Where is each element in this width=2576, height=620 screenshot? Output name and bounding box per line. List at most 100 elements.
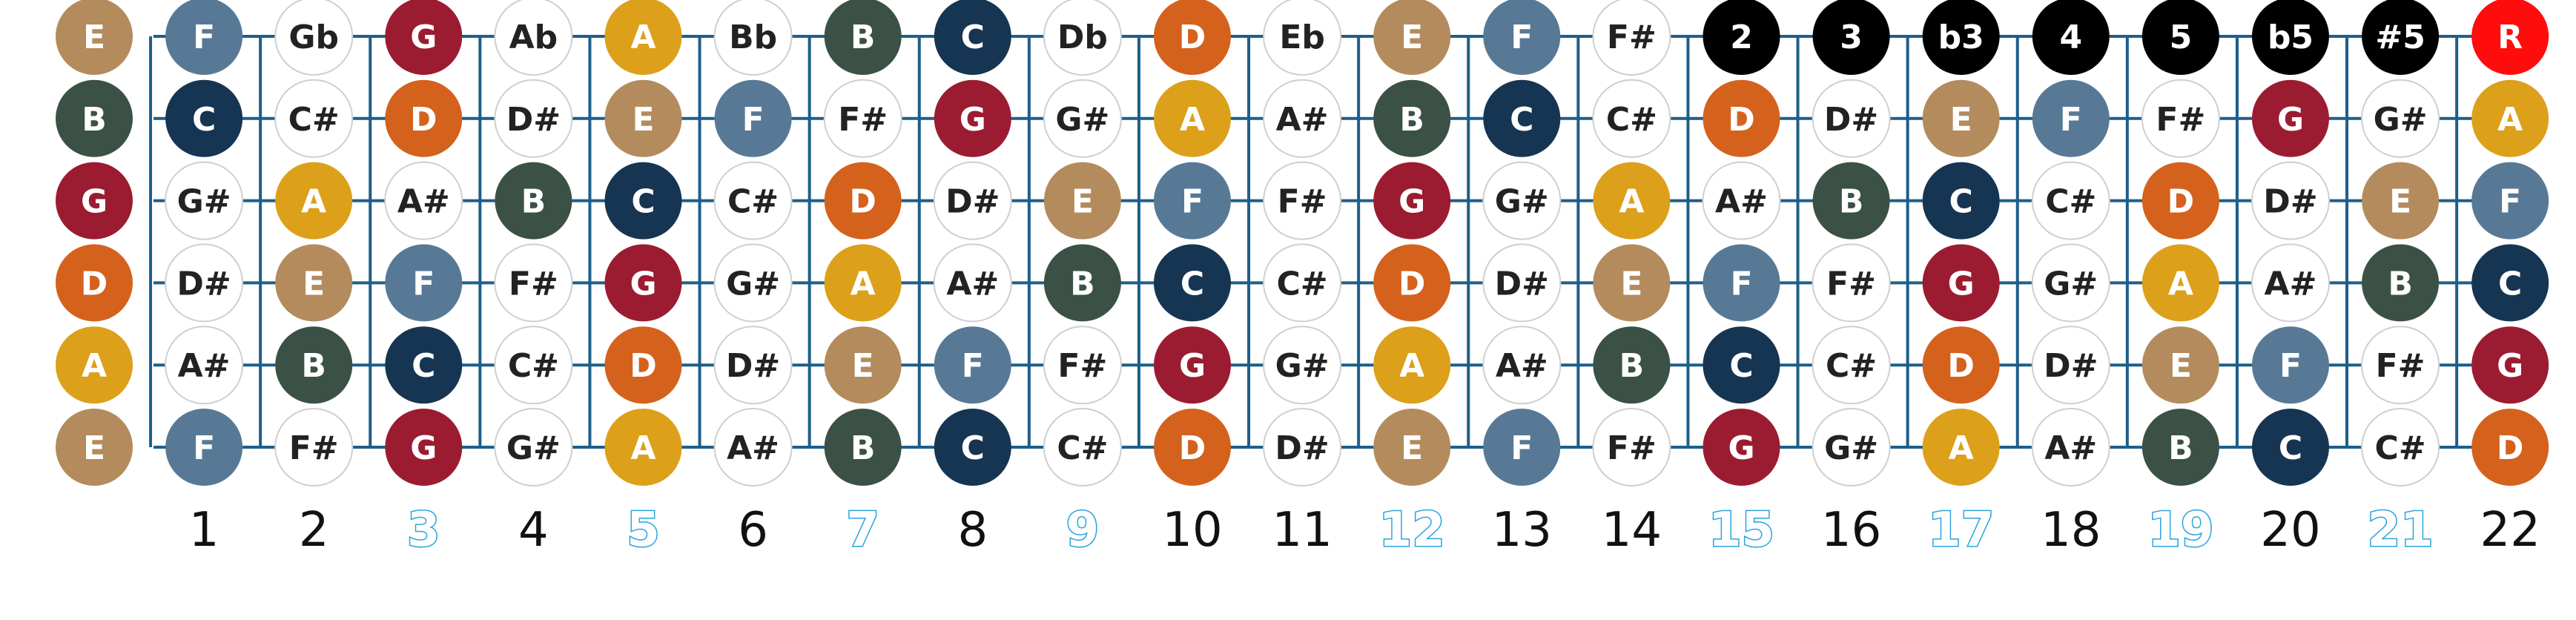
note-circle	[1592, 79, 1671, 158]
note-label: F#	[1607, 19, 1657, 56]
natural-note-marker: C	[934, 0, 1011, 75]
note-label: A#	[178, 347, 231, 385]
fret-number-marker: 15	[1708, 503, 1774, 558]
fret-number-marker: 7	[846, 503, 879, 558]
natural-note-marker: A	[604, 0, 682, 75]
note-circle	[494, 0, 573, 76]
note-circle	[1263, 326, 1342, 405]
natural-note-marker: E	[2362, 162, 2440, 240]
note-circle	[165, 243, 244, 323]
note-circle	[1154, 244, 1231, 322]
natural-note-marker: A	[275, 162, 353, 240]
note-circle	[934, 326, 1011, 404]
natural-note-marker: E	[56, 0, 133, 75]
note-circle	[1593, 326, 1671, 404]
note-label: G#	[1275, 347, 1330, 385]
accidental-note-marker: C#	[494, 326, 573, 405]
note-label: F#	[1057, 347, 1107, 385]
note-label: G#	[2044, 265, 2098, 303]
note-label: D#	[506, 101, 561, 139]
note-label: F	[1510, 429, 1533, 467]
note-label: G	[410, 19, 437, 56]
note-circle	[1043, 244, 1121, 322]
note-label: F	[1510, 19, 1533, 56]
natural-note-marker: F	[2252, 326, 2329, 404]
note-circle	[1373, 326, 1451, 404]
note-label: F	[1730, 265, 1752, 303]
accidental-note-marker: G#	[165, 161, 244, 240]
natural-note-marker: C	[604, 162, 682, 240]
natural-note-marker: B	[1812, 162, 1890, 240]
note-label: F#	[2376, 347, 2425, 385]
accidental-note-marker: Eb	[1263, 0, 1342, 76]
note-label: G	[1179, 347, 1206, 385]
accidental-note-marker: A#	[1263, 79, 1342, 158]
note-circle	[1812, 408, 1891, 487]
note-circle	[933, 243, 1012, 323]
note-label: C	[1510, 101, 1533, 139]
note-circle	[56, 0, 133, 75]
natural-note-marker: F	[934, 326, 1011, 404]
natural-note-marker: C	[2252, 409, 2329, 486]
note-label: A#	[946, 265, 999, 303]
note-label: C	[1949, 183, 1973, 221]
fret-number: 18	[2041, 503, 2101, 558]
note-circle	[934, 79, 1011, 157]
note-circle	[1922, 409, 2000, 486]
note-circle	[494, 79, 573, 158]
note-circle	[604, 409, 682, 486]
note-label: B	[82, 101, 107, 139]
note-circle	[1812, 162, 1890, 240]
note-circle	[1703, 409, 1780, 486]
note-label: A	[630, 429, 655, 467]
natural-note-marker: D	[2471, 409, 2549, 486]
note-label: D	[2167, 183, 2195, 221]
note-circle	[1702, 161, 1781, 240]
natural-note-marker: D	[824, 162, 902, 240]
note-label: A#	[2044, 429, 2097, 467]
note-label: A#	[1715, 183, 1768, 221]
note-circle	[713, 161, 793, 240]
note-label: A#	[727, 429, 779, 467]
natural-note-marker: E	[824, 326, 902, 404]
note-circle	[604, 326, 682, 404]
natural-note-marker: G	[1373, 162, 1451, 240]
note-circle	[824, 326, 902, 404]
note-label: A	[1399, 347, 1424, 385]
note-label: C	[2498, 265, 2522, 303]
note-label: A	[1619, 183, 1644, 221]
natural-note-marker: B	[2362, 244, 2440, 322]
note-label: 4	[2059, 19, 2082, 56]
accidental-note-marker: C#	[713, 161, 793, 240]
note-label: F#	[2156, 101, 2205, 139]
note-label: F	[2279, 347, 2302, 385]
accidental-note-marker: F#	[1592, 0, 1671, 76]
note-circle	[165, 409, 243, 486]
note-label: D#	[176, 265, 231, 303]
note-label: A#	[397, 183, 450, 221]
note-circle	[1922, 326, 2000, 404]
natural-note-marker: C	[2471, 244, 2549, 322]
fret-number-marker: 17	[1928, 503, 1994, 558]
note-label: G	[1728, 429, 1754, 467]
note-label: A#	[1496, 347, 1548, 385]
natural-note-marker: B	[56, 79, 133, 157]
note-label: Db	[1057, 19, 1108, 56]
note-label: E	[1401, 429, 1423, 467]
fret-number: 6	[738, 503, 768, 558]
accidental-note-marker: F#	[1592, 408, 1671, 487]
note-label: D	[849, 183, 876, 221]
fret-numbers: 1 2 3 4 5 6 7 8 9 10 11 12 13 14 15 16 17 18 19 20 21 22	[189, 502, 2540, 559]
natural-note-marker: E	[604, 79, 682, 157]
accidental-note-marker: C#	[2361, 408, 2440, 487]
accidental-note-marker: G#	[1812, 408, 1891, 487]
natural-note-marker: F	[714, 79, 792, 157]
note-circle	[604, 79, 682, 157]
natural-note-marker: F	[2471, 162, 2549, 240]
note-circle	[2251, 243, 2330, 323]
note-circle	[385, 244, 463, 322]
note-label: A	[1180, 101, 1205, 139]
fret-number-marker: 12	[1379, 503, 1445, 558]
root-note-marker: R	[2471, 0, 2549, 75]
note-label: E	[1071, 183, 1094, 221]
